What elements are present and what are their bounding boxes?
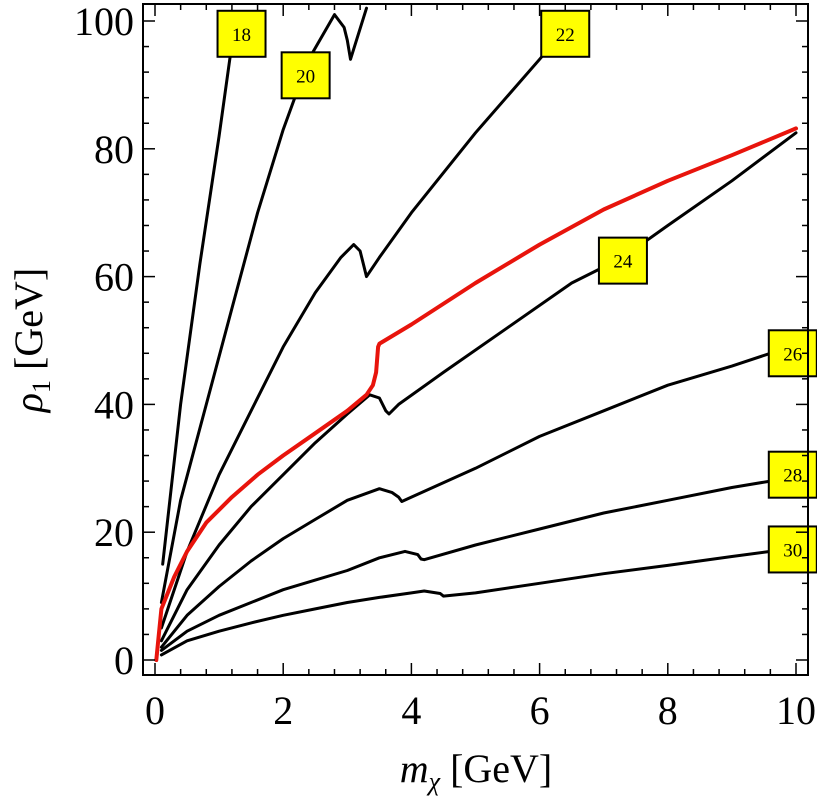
y-tick-label: 0 [114, 638, 134, 683]
y-axis-title-unit: [GeV] [6, 268, 51, 370]
contour-label-text: 26 [783, 344, 802, 365]
contour-line-24 [159, 131, 798, 643]
y-tick-label: 100 [74, 0, 134, 44]
contour-line-18 [161, 19, 237, 566]
axis-ticks [143, 4, 808, 675]
contour-label-24: 24 [597, 236, 648, 285]
contour-line-28 [159, 479, 772, 652]
y-axis-title-sub: 1 [27, 380, 56, 393]
contour-label-22: 22 [540, 9, 591, 58]
x-tick-label: 0 [145, 688, 165, 733]
y-axis-title: ρ1 [GeV] [6, 268, 56, 414]
contour-label-text: 22 [556, 25, 575, 46]
y-tick-label: 80 [94, 127, 134, 172]
x-tick-label: 2 [273, 688, 293, 733]
contour-label-text: 30 [783, 540, 802, 561]
contour-label-text: 24 [613, 252, 633, 273]
contour-curves [154, 6, 798, 662]
contour-label-box [540, 9, 591, 58]
plot-frame [142, 3, 809, 676]
x-axis-title-sub: χ [426, 767, 441, 796]
highlight-curve-red [154, 126, 798, 662]
contour-label-text: 18 [232, 25, 251, 46]
x-axis-title: mχ [GeV] [400, 746, 553, 796]
x-tick-label: 8 [658, 688, 678, 733]
contour-label-18: 18 [216, 9, 267, 58]
contour-line-20 [159, 6, 368, 604]
contour-label-box [280, 51, 331, 100]
contour-line-26 [159, 351, 772, 649]
y-tick-label: 60 [94, 255, 134, 300]
x-tick-label: 4 [401, 688, 421, 733]
contour-label-20: 20 [280, 51, 331, 100]
contour-label-text: 28 [783, 466, 802, 487]
contour-line-30 [159, 549, 772, 657]
contour-label-text: 20 [296, 66, 315, 87]
contour-label-box [216, 9, 267, 58]
y-axis-title-main: ρ [6, 393, 51, 414]
y-tick-label: 20 [94, 510, 134, 555]
x-axis-title-main: m [400, 746, 429, 791]
contour-label-28: 28 [767, 450, 817, 499]
contour-label-box [597, 236, 648, 285]
contour-label-26: 26 [767, 329, 817, 378]
contour-line-22 [159, 19, 574, 630]
y-tick-label: 40 [94, 382, 134, 427]
x-tick-label: 6 [530, 688, 550, 733]
x-tick-label: 10 [776, 688, 816, 733]
x-axis-title-unit: [GeV] [450, 746, 552, 791]
contour-label-30: 30 [767, 525, 817, 574]
